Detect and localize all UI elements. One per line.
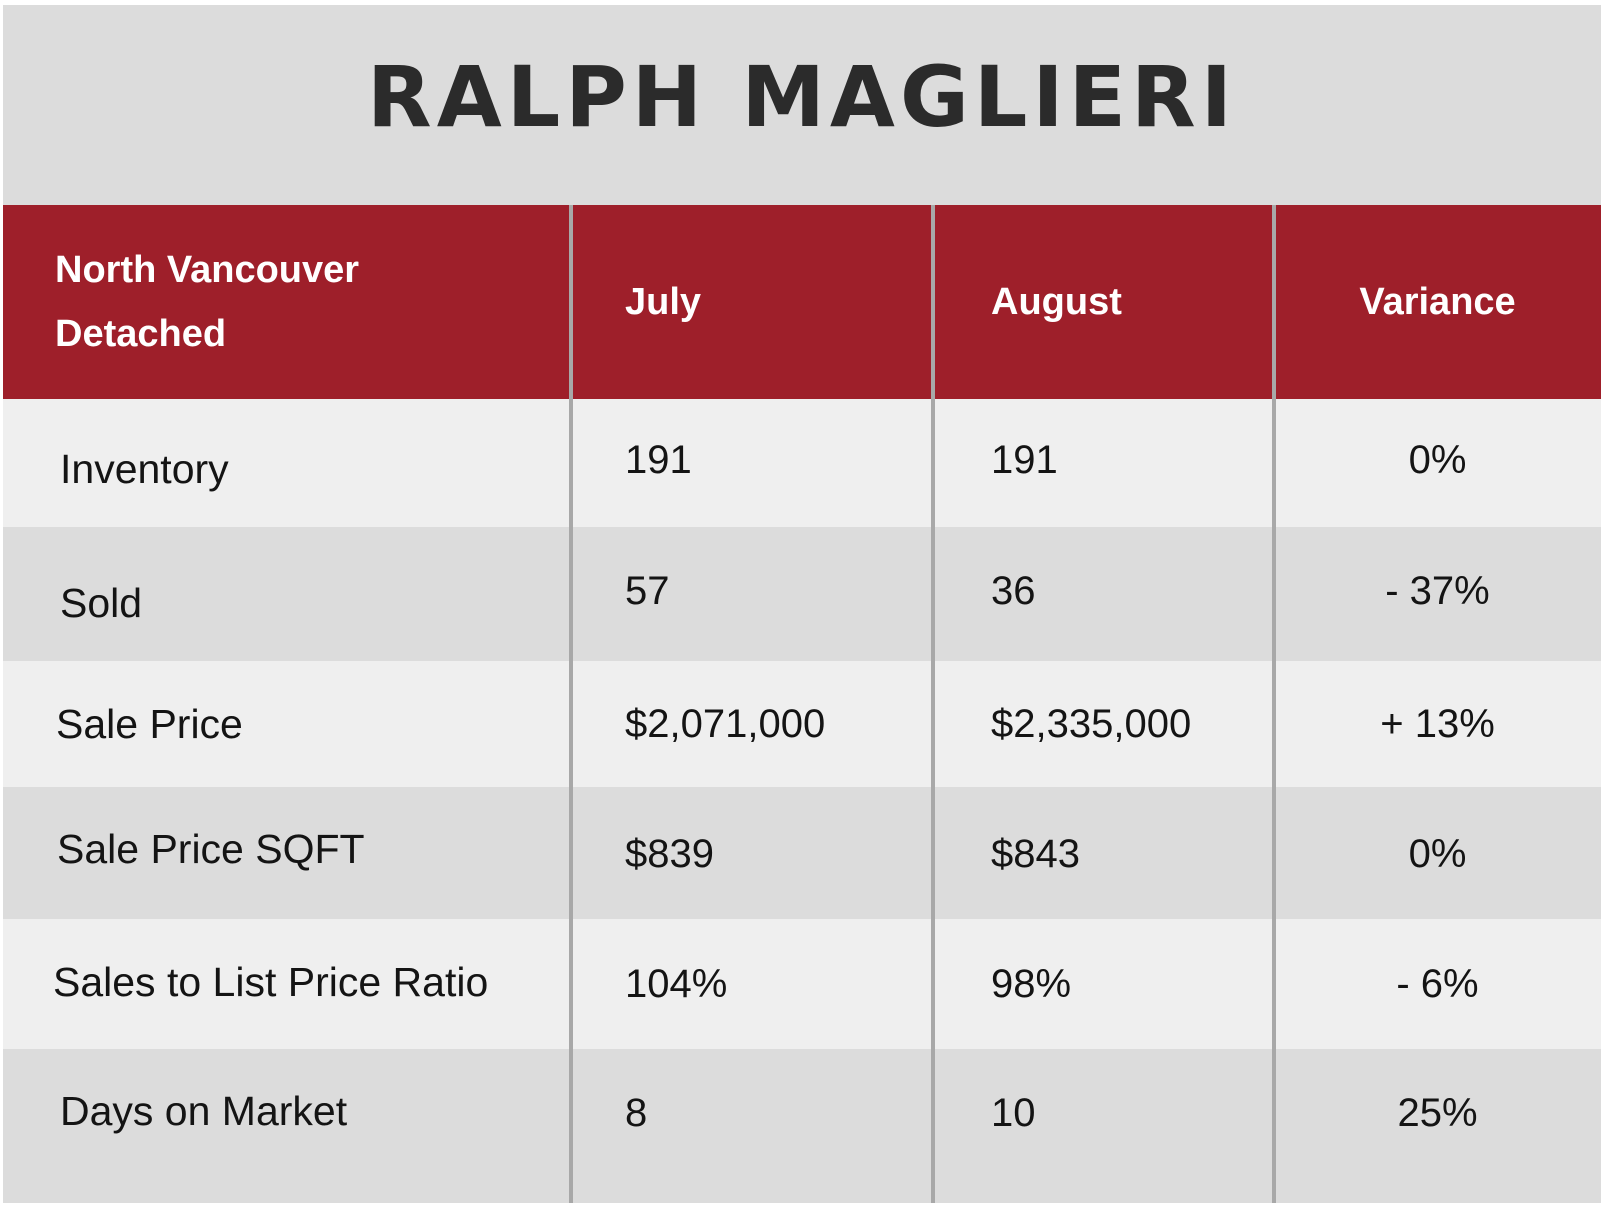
cell-august-sales-to-list-ratio: 98% — [991, 961, 1072, 1006]
cell-august-days-on-market: 10 — [991, 1090, 1036, 1135]
row-label-sold: Sold — [60, 579, 143, 626]
brand-banner: RALPH MAGLIERI — [3, 5, 1601, 205]
cell-august-sale-price: $2,335,000 — [991, 701, 1192, 746]
header-area: North Vancouver Detached — [3, 205, 571, 399]
row-label-sale-price-sqft: Sale Price SQFT — [57, 825, 365, 872]
row-label-sale-price: Sale Price — [56, 700, 243, 747]
header-area-name: North Vancouver — [55, 249, 360, 291]
cell-july-days-on-market: 8 — [625, 1090, 648, 1135]
header-variance: Variance — [1359, 280, 1516, 323]
header-property-type: Detached — [55, 313, 227, 355]
header-august: August — [991, 280, 1122, 323]
cell-variance-sold: - 37% — [1385, 568, 1490, 613]
cell-august-sold: 36 — [991, 568, 1036, 613]
row-label-inventory: Inventory — [60, 445, 229, 492]
table-row: Inventory 191 191 0% — [3, 399, 1601, 527]
cell-variance-days-on-market: 25% — [1397, 1090, 1478, 1135]
cell-august-inventory: 191 — [991, 437, 1058, 482]
table-row: Sale Price $2,071,000 $2,335,000 + 13% — [3, 661, 1601, 787]
cell-august-sale-price-sqft: $843 — [991, 831, 1080, 876]
header-july: July — [625, 280, 702, 323]
cell-july-inventory: 191 — [625, 437, 692, 482]
row-label-days-on-market: Days on Market — [60, 1087, 348, 1134]
market-stats-table: North Vancouver Detached July August Var… — [3, 205, 1601, 1203]
table-header-row: North Vancouver Detached July August Var… — [3, 205, 1601, 399]
table-row: Sales to List Price Ratio 104% 98% - 6% — [3, 919, 1601, 1049]
cell-variance-sale-price: + 13% — [1380, 701, 1495, 746]
table-row: Sold 57 36 - 37% — [3, 527, 1601, 661]
column-divider — [1272, 205, 1276, 1203]
table-row: Days on Market 8 10 25% — [3, 1049, 1601, 1177]
brand-name: RALPH MAGLIERI — [367, 48, 1237, 146]
cell-july-sales-to-list-ratio: 104% — [625, 961, 728, 1006]
cell-variance-sale-price-sqft: 0% — [1408, 831, 1467, 876]
cell-variance-sales-to-list-ratio: - 6% — [1396, 961, 1479, 1006]
cell-july-sale-price-sqft: $839 — [625, 831, 714, 876]
cell-variance-inventory: 0% — [1408, 437, 1467, 482]
table-row: Sale Price SQFT $839 $843 0% — [3, 787, 1601, 919]
column-divider — [569, 205, 573, 1203]
row-label-sales-to-list-ratio: Sales to List Price Ratio — [53, 958, 489, 1005]
cell-july-sale-price: $2,071,000 — [625, 701, 826, 746]
column-divider — [931, 205, 935, 1203]
cell-july-sold: 57 — [625, 568, 670, 613]
